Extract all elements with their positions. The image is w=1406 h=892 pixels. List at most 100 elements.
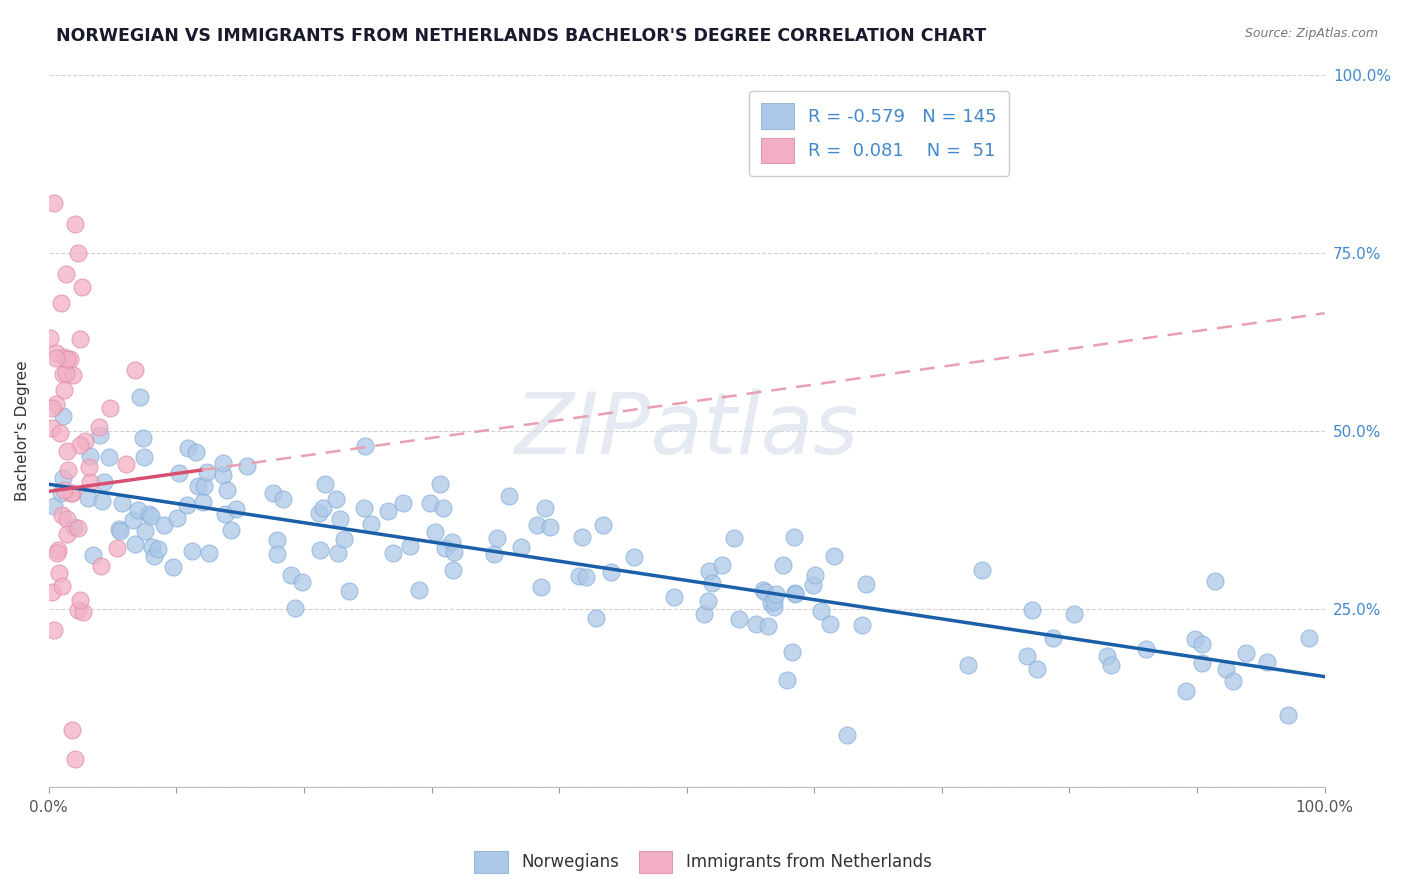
Point: [308, 507, 330, 521]
Point: [121, 512, 143, 526]
Point: [166, 510, 188, 524]
Point: [266, 533, 288, 548]
Point: [53, 383, 76, 397]
Point: [585, 610, 607, 624]
Point: [441, 534, 464, 549]
Point: [48, 566, 70, 580]
Point: [82, 548, 104, 562]
Point: [152, 518, 174, 533]
Point: [398, 539, 420, 553]
Point: [835, 728, 858, 742]
Point: [107, 523, 129, 537]
Point: [100, 401, 122, 415]
Point: [211, 456, 233, 470]
Y-axis label: Bachelor's Degree: Bachelor's Degree: [15, 360, 30, 501]
Point: [49, 425, 72, 440]
Point: [377, 503, 399, 517]
Point: [360, 517, 382, 532]
Point: [783, 587, 806, 601]
Point: [184, 445, 207, 459]
Point: [89, 419, 111, 434]
Point: [41, 420, 63, 434]
Point: [195, 465, 218, 479]
Point: [69, 438, 91, 452]
Point: [45, 346, 67, 360]
Point: [51, 508, 73, 523]
Point: [138, 507, 160, 521]
Point: [70, 280, 93, 294]
Point: [142, 549, 165, 563]
Point: [433, 541, 456, 555]
Legend: R = -0.579   N = 145, R =  0.081    N =  51: R = -0.579 N = 145, R = 0.081 N = 51: [748, 91, 1010, 176]
Point: [90, 558, 112, 573]
Point: [55, 366, 77, 380]
Point: [129, 391, 152, 405]
Point: [1042, 631, 1064, 645]
Point: [1099, 658, 1122, 673]
Point: [141, 540, 163, 554]
Point: [42, 499, 65, 513]
Point: [432, 501, 454, 516]
Point: [314, 476, 336, 491]
Point: [1174, 683, 1197, 698]
Point: [745, 617, 768, 632]
Point: [972, 563, 994, 577]
Point: [855, 577, 877, 591]
Point: [1277, 708, 1299, 723]
Point: [42, 195, 65, 210]
Point: [55, 444, 77, 458]
Point: [763, 599, 786, 614]
Point: [176, 498, 198, 512]
Point: [219, 523, 242, 537]
Point: [1015, 649, 1038, 664]
Point: [77, 491, 100, 505]
Point: [441, 563, 464, 577]
Point: [45, 397, 67, 411]
Point: [599, 565, 621, 579]
Point: [429, 476, 451, 491]
Point: [810, 604, 832, 618]
Point: [111, 495, 134, 509]
Point: [79, 449, 101, 463]
Point: [193, 479, 215, 493]
Point: [1095, 648, 1118, 663]
Point: [484, 547, 506, 561]
Point: [60, 486, 83, 500]
Point: [486, 531, 509, 545]
Point: [56, 512, 79, 526]
Point: [69, 593, 91, 607]
Point: [526, 518, 548, 533]
Point: [752, 582, 775, 597]
Point: [783, 586, 806, 600]
Point: [124, 537, 146, 551]
Point: [498, 489, 520, 503]
Point: [271, 491, 294, 506]
Point: [59, 486, 82, 500]
Point: [41, 401, 63, 416]
Point: [1063, 607, 1085, 621]
Point: [1191, 656, 1213, 670]
Point: [329, 511, 352, 525]
Point: [1184, 632, 1206, 646]
Point: [568, 569, 591, 583]
Point: [148, 541, 170, 556]
Point: [63, 751, 86, 765]
Point: [134, 524, 156, 538]
Point: [49, 295, 72, 310]
Point: [97, 450, 120, 464]
Point: [198, 546, 221, 560]
Point: [105, 541, 128, 556]
Point: [1298, 631, 1320, 645]
Point: [90, 493, 112, 508]
Point: [108, 524, 131, 538]
Point: [141, 508, 163, 523]
Point: [783, 530, 806, 544]
Point: [353, 501, 375, 516]
Point: [1026, 662, 1049, 676]
Point: [162, 560, 184, 574]
Point: [167, 467, 190, 481]
Point: [93, 475, 115, 489]
Point: [332, 532, 354, 546]
Point: [776, 673, 799, 687]
Point: [325, 492, 347, 507]
